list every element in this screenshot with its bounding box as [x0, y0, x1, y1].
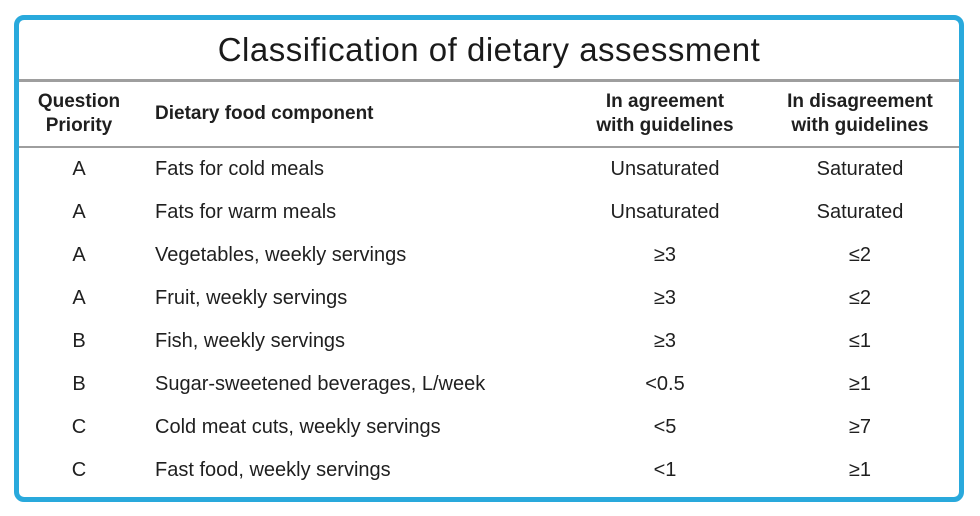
cell-component: Fruit, weekly servings: [155, 287, 348, 309]
cell-component: Sugar-sweetened beverages, L/week: [155, 373, 486, 395]
cell-disagreement: ≥1: [848, 373, 872, 395]
column-header-in-agreement: In agreement with guidelines: [596, 91, 734, 136]
cell-agreement: ≥3: [653, 330, 677, 352]
cell-agreement: ≥3: [653, 244, 677, 266]
title-bar: Classification of dietary assessment: [19, 20, 959, 82]
table-row: B Sugar-sweetened beverages, L/week <0.5…: [19, 363, 959, 406]
table-body: A Fats for cold meals Unsaturated Satura…: [19, 148, 959, 492]
cell-priority: A: [72, 201, 86, 223]
cell-disagreement: ≥1: [848, 459, 872, 481]
table-row: C Cold meat cuts, weekly servings <5 ≥7: [19, 406, 959, 449]
cell-priority: A: [72, 158, 86, 180]
cell-priority: B: [72, 373, 86, 395]
cell-component: Fish, weekly servings: [155, 330, 346, 352]
cell-agreement: ≥3: [653, 287, 677, 309]
cell-disagreement: ≥7: [848, 416, 872, 438]
table-row: A Vegetables, weekly servings ≥3 ≤2: [19, 234, 959, 277]
cell-priority: B: [72, 330, 86, 352]
cell-priority: A: [72, 244, 86, 266]
column-header-dietary-food-component: Dietary food component: [155, 103, 374, 125]
cell-agreement: <5: [653, 416, 677, 438]
cell-disagreement: ≤1: [848, 330, 872, 352]
cell-priority: C: [71, 459, 87, 481]
table-row: A Fruit, weekly servings ≥3 ≤2: [19, 277, 959, 320]
cell-agreement: Unsaturated: [610, 158, 720, 180]
cell-component: Vegetables, weekly servings: [155, 244, 407, 266]
cell-agreement: <0.5: [645, 373, 685, 395]
cell-component: Fats for warm meals: [155, 201, 337, 223]
table-row: A Fats for warm meals Unsaturated Satura…: [19, 191, 959, 234]
cell-component: Cold meat cuts, weekly servings: [155, 416, 441, 438]
cell-disagreement: ≤2: [848, 287, 872, 309]
table-row: A Fats for cold meals Unsaturated Satura…: [19, 148, 959, 191]
table-frame: Classification of dietary assessment Que…: [14, 15, 964, 502]
cell-component: Fats for cold meals: [155, 158, 324, 180]
table-title: Classification of dietary assessment: [217, 30, 761, 68]
cell-agreement: Unsaturated: [610, 201, 720, 223]
table-row: C Fast food, weekly servings <1 ≥1: [19, 449, 959, 492]
table-header-row: Question Priority Dietary food component…: [19, 82, 959, 148]
column-header-question-priority: Question Priority: [37, 91, 121, 136]
cell-disagreement: Saturated: [816, 201, 904, 223]
table-row: B Fish, weekly servings ≥3 ≤1: [19, 320, 959, 363]
cell-priority: C: [71, 416, 87, 438]
cell-component: Fast food, weekly servings: [155, 459, 391, 481]
column-header-in-disagreement: In disagreement with guidelines: [787, 91, 933, 136]
cell-agreement: <1: [653, 459, 677, 481]
cell-disagreement: ≤2: [848, 244, 872, 266]
cell-disagreement: Saturated: [816, 158, 904, 180]
cell-priority: A: [72, 287, 86, 309]
